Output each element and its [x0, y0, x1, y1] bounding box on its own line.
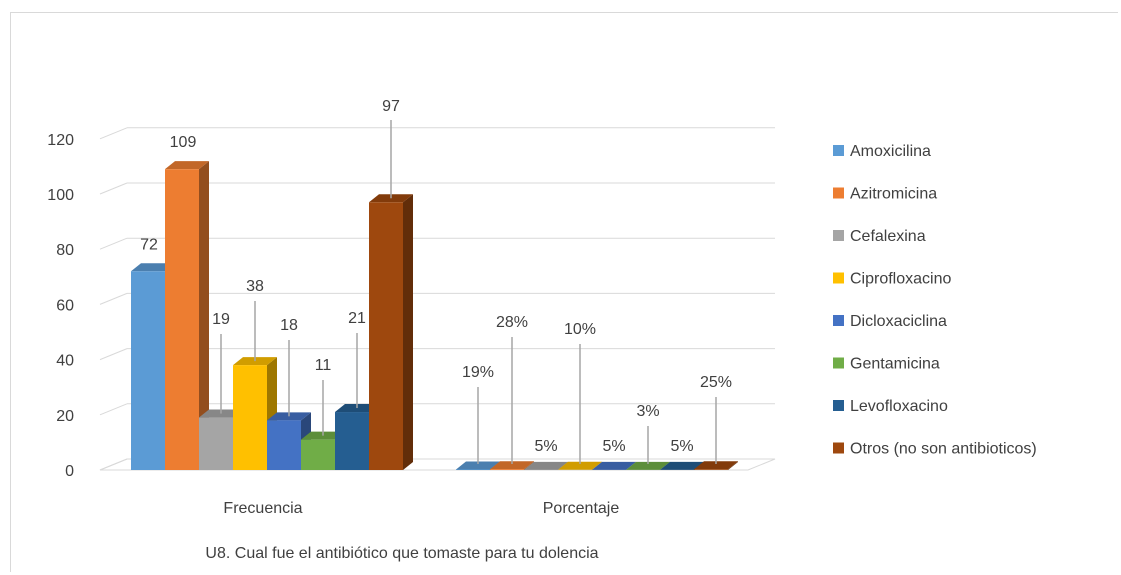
bar [490, 461, 534, 470]
bar [369, 194, 413, 470]
gridline-connector [99, 127, 128, 140]
gridline-connector [99, 182, 128, 195]
legend-item: Ciprofloxacino [833, 271, 951, 288]
data-label: 38 [246, 278, 264, 295]
legend-label: Azitromicina [850, 186, 937, 203]
data-label: 11 [315, 357, 332, 374]
data-label: 19 [212, 311, 230, 328]
data-label: 72 [140, 236, 158, 253]
legend-item: Gentamicina [833, 356, 940, 373]
data-label: 5% [670, 438, 693, 455]
bar [165, 161, 209, 470]
legend-label: Dicloxaciclina [850, 313, 947, 330]
chart-floor [99, 458, 776, 471]
y-tick-label: 120 [47, 132, 74, 149]
gridlines [99, 127, 776, 471]
data-label: 25% [700, 374, 732, 391]
legend-label: Levofloxacino [850, 398, 948, 415]
x-axis: Frecuencia Porcentaje [223, 500, 619, 517]
y-tick-label: 40 [56, 353, 74, 370]
legend-label: Cefalexina [850, 228, 926, 245]
y-tick-label: 100 [47, 187, 74, 204]
bars [131, 161, 738, 470]
chart-caption: U8. Cual fue el antibiótico que tomaste … [205, 545, 598, 562]
gridline-connector [99, 292, 128, 305]
x-tick-label: Porcentaje [543, 500, 620, 517]
data-label: 5% [534, 438, 557, 455]
legend-item: Amoxicilina [833, 143, 931, 160]
data-label: 109 [170, 134, 197, 151]
x-tick-label: Frecuencia [223, 500, 302, 517]
legend-swatch [833, 145, 844, 156]
data-label: 10% [564, 321, 596, 338]
y-tick-label: 80 [56, 242, 74, 259]
legend-item: Levofloxacino [833, 398, 948, 415]
legend-item: Otros (no son antibioticos) [833, 441, 1037, 458]
legend-item: Cefalexina [833, 228, 926, 245]
data-label: 28% [496, 314, 528, 331]
y-tick-label: 60 [56, 297, 74, 314]
bar [694, 461, 738, 470]
data-label: 3% [636, 403, 659, 420]
legend-swatch [833, 315, 844, 326]
data-label: 97 [382, 98, 400, 115]
y-tick-label: 20 [56, 408, 74, 425]
legend-item: Azitromicina [833, 186, 937, 203]
legend-swatch [833, 272, 844, 284]
y-tick-label: 0 [65, 463, 74, 480]
gridline-connector [99, 237, 128, 250]
bar [233, 357, 277, 470]
gridline-connector [99, 403, 128, 416]
legend-swatch [833, 357, 844, 369]
y-axis: 0 20 40 60 80 100 120 [47, 132, 74, 480]
legend-swatch [833, 400, 844, 411]
legend: Amoxicilina Azitromicina Cefalexina Ciprofl… [833, 143, 1037, 458]
legend-label: Gentamicina [850, 356, 940, 373]
legend-label: Ciprofloxacino [850, 271, 951, 288]
legend-label: Amoxicilina [850, 143, 931, 160]
legend-label: Otros (no son antibioticos) [850, 441, 1037, 458]
legend-swatch [833, 230, 844, 241]
legend-swatch [833, 187, 844, 199]
chart-frame [10, 12, 1118, 572]
legend-swatch [833, 442, 844, 454]
data-labels: 72 109 19 38 18 11 21 97 19% 28% 5% 10% 5% 3% 5% 25% [140, 98, 732, 464]
data-label: 19% [462, 364, 494, 381]
data-label: 18 [280, 317, 298, 334]
legend-item: Dicloxaciclina [833, 313, 947, 330]
data-label: 5% [602, 438, 625, 455]
gridline-connector [99, 348, 128, 361]
data-label: 21 [348, 310, 366, 327]
